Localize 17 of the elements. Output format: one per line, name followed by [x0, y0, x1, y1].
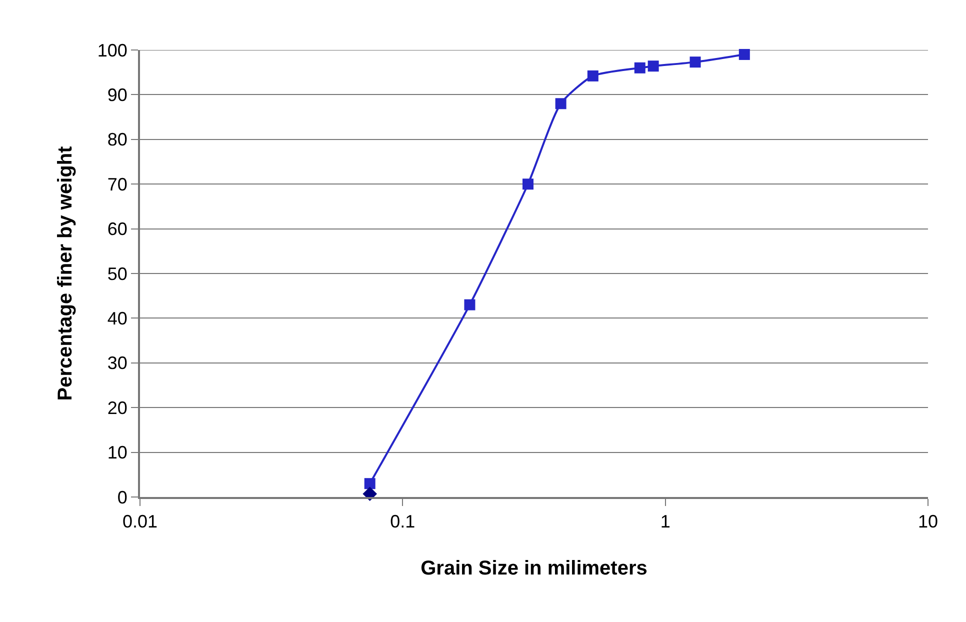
y-tick-label: 70: [107, 174, 128, 194]
x-tick-label: 0.01: [122, 512, 158, 532]
y-tick-label: 50: [107, 264, 128, 284]
y-tick-label: 10: [107, 442, 128, 463]
y-tick-label: 40: [107, 308, 128, 328]
y-tick-label: 30: [107, 353, 128, 374]
y-tick-label: 100: [97, 40, 128, 60]
y-tick-label: 60: [107, 219, 128, 240]
x-tick-label: 1: [660, 512, 670, 532]
y-tick-label: 20: [107, 398, 128, 418]
y-axis-title: Percentage finer by weight: [54, 146, 76, 401]
x-axis-title: Grain Size in milimeters: [420, 558, 648, 580]
y-tick-label: 80: [107, 130, 128, 150]
x-tick-label: 0.1: [390, 512, 416, 532]
x-tick-label: 10: [918, 512, 938, 532]
y-tick-label: 0: [117, 487, 128, 508]
y-tick-label: 90: [107, 85, 128, 105]
